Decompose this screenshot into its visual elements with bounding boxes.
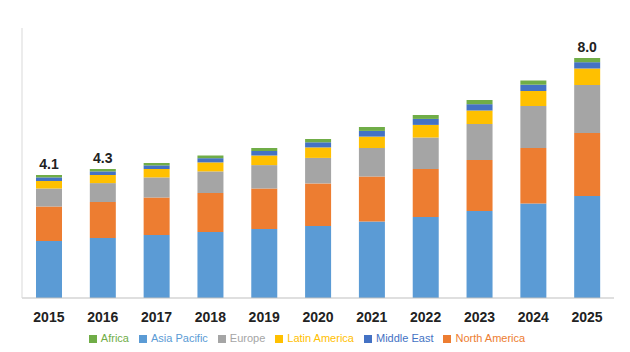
svg-text:2016: 2016 bbox=[87, 309, 118, 325]
svg-text:2018: 2018 bbox=[195, 309, 226, 325]
svg-text:2017: 2017 bbox=[141, 309, 172, 325]
svg-text:2019: 2019 bbox=[249, 309, 280, 325]
svg-text:8.0: 8.0 bbox=[577, 39, 597, 55]
html-text:Asia Pacific: Asia Pacific bbox=[151, 332, 208, 344]
html-text:Africa: Africa bbox=[100, 332, 129, 344]
svg-text:2020: 2020 bbox=[302, 309, 333, 325]
svg-text:4.1: 4.1 bbox=[39, 156, 59, 172]
svg-text:2022: 2022 bbox=[410, 309, 441, 325]
html-text:Latin America: Latin America bbox=[287, 332, 354, 344]
svg-text:2025: 2025 bbox=[572, 309, 603, 325]
svg-text:2015: 2015 bbox=[33, 309, 64, 325]
html-text:Middle East: Middle East bbox=[376, 332, 434, 344]
svg-text:4.3: 4.3 bbox=[93, 150, 113, 166]
svg-text:2024: 2024 bbox=[518, 309, 549, 325]
svg-text:2021: 2021 bbox=[356, 309, 387, 325]
svg-text:2023: 2023 bbox=[464, 309, 495, 325]
html-text:Europe: Europe bbox=[229, 332, 266, 344]
html-text:North America: North America bbox=[455, 332, 526, 344]
